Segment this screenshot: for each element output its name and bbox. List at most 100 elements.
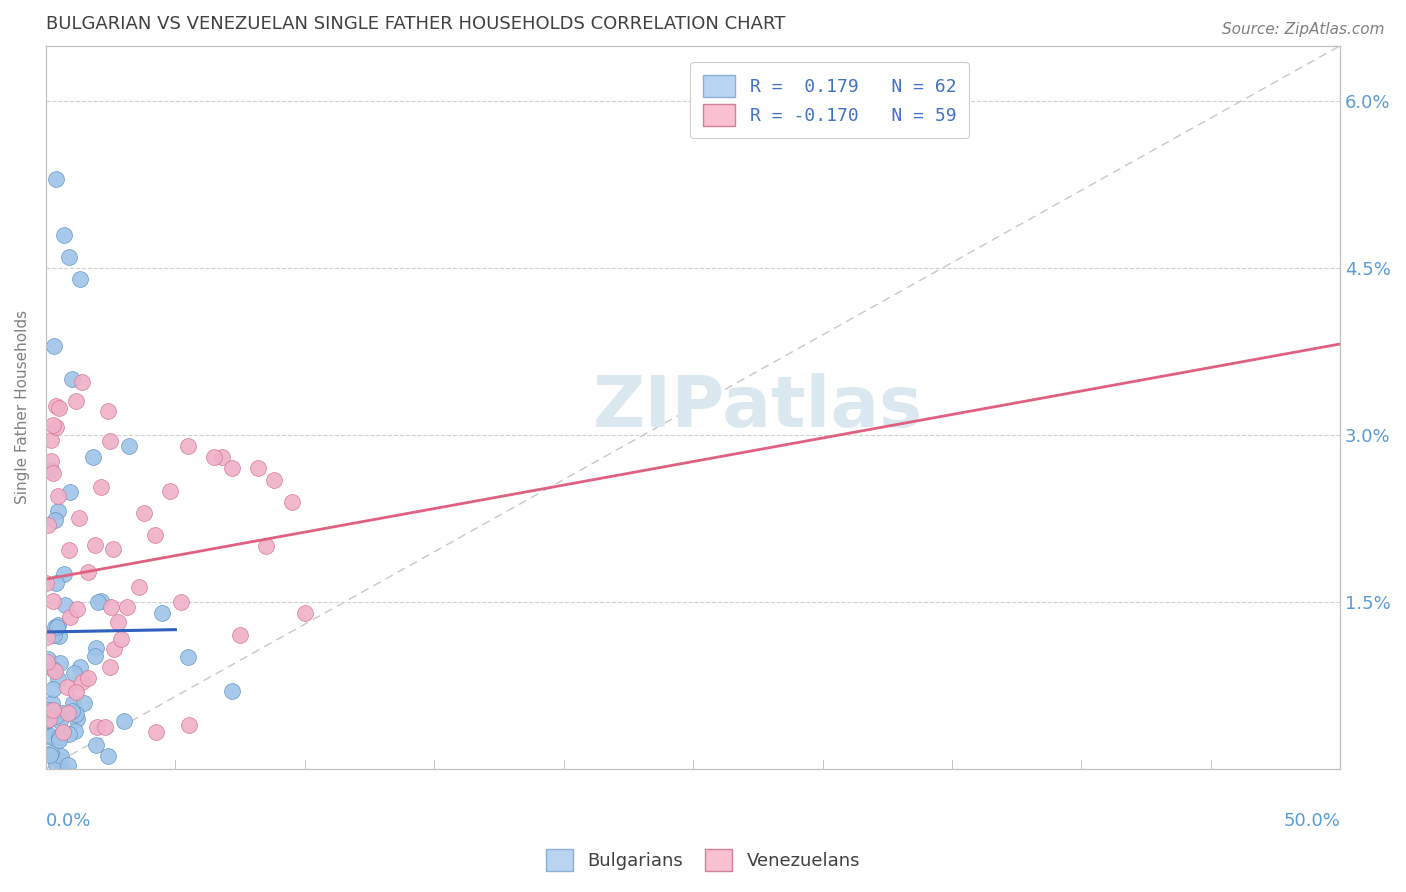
Point — [35, 705, 58, 719]
Point — [134, 506, 156, 520]
Point — [128, 580, 150, 594]
Point — [60, 704, 83, 718]
Point — [90, 480, 112, 494]
Point — [177, 439, 200, 453]
Point — [67, 511, 90, 525]
Point — [65, 685, 87, 699]
Point — [42, 593, 65, 607]
Point — [45, 756, 67, 771]
Point — [49, 714, 72, 728]
Point — [179, 717, 201, 731]
Point — [48, 629, 70, 643]
Point — [103, 642, 125, 657]
Point — [63, 724, 86, 739]
Point — [56, 681, 79, 695]
Point — [48, 618, 70, 632]
Point — [98, 660, 121, 674]
Point — [42, 703, 65, 717]
Point — [49, 753, 72, 767]
Point — [62, 696, 84, 710]
Point — [39, 746, 62, 760]
Point — [110, 632, 132, 646]
Point — [39, 747, 62, 762]
Point — [118, 439, 141, 453]
Point — [48, 401, 70, 416]
Point — [42, 417, 65, 432]
Point — [97, 404, 120, 418]
Y-axis label: Single Father Households: Single Father Households — [15, 310, 30, 504]
Point — [82, 450, 104, 465]
Point — [58, 542, 80, 557]
Point — [84, 649, 107, 664]
Point — [46, 620, 69, 634]
Point — [107, 615, 129, 630]
Point — [41, 696, 63, 710]
Point — [46, 672, 69, 686]
Point — [76, 565, 98, 579]
Point — [84, 641, 107, 656]
Point — [48, 503, 70, 517]
Point — [41, 454, 63, 468]
Point — [41, 729, 63, 743]
Point — [60, 372, 83, 386]
Point — [66, 602, 89, 616]
Point — [59, 610, 82, 624]
Point — [56, 758, 79, 772]
Point — [221, 684, 243, 698]
Point — [211, 450, 233, 465]
Point — [48, 489, 70, 503]
Point — [35, 576, 58, 591]
Point — [263, 473, 285, 487]
Point — [101, 541, 124, 556]
Point — [69, 272, 91, 286]
Point — [254, 539, 277, 553]
Point — [49, 656, 72, 670]
Point — [44, 664, 66, 678]
Point — [58, 484, 80, 499]
Point — [66, 712, 89, 726]
Point — [65, 706, 87, 721]
Point — [37, 655, 59, 669]
Point — [56, 706, 79, 720]
Point — [63, 666, 86, 681]
Point — [294, 606, 316, 620]
Point — [42, 466, 65, 480]
Point — [97, 749, 120, 764]
Point — [58, 727, 80, 741]
Point — [169, 595, 191, 609]
Point — [51, 748, 73, 763]
Point — [98, 434, 121, 448]
Point — [202, 450, 225, 465]
Point — [37, 630, 59, 644]
Point — [37, 713, 59, 727]
Point — [41, 662, 63, 676]
Point — [152, 606, 174, 620]
Point — [39, 433, 62, 447]
Point — [72, 696, 94, 710]
Point — [100, 599, 122, 614]
Point — [45, 576, 67, 591]
Text: Source: ZipAtlas.com: Source: ZipAtlas.com — [1222, 22, 1385, 37]
Point — [117, 599, 139, 614]
Point — [177, 650, 200, 665]
Text: BULGARIAN VS VENEZUELAN SINGLE FATHER HOUSEHOLDS CORRELATION CHART: BULGARIAN VS VENEZUELAN SINGLE FATHER HO… — [46, 15, 786, 33]
Point — [53, 227, 76, 242]
Point — [48, 733, 70, 747]
Point — [39, 463, 62, 477]
Point — [51, 762, 73, 776]
Point — [247, 461, 270, 475]
Point — [84, 738, 107, 752]
Point — [70, 675, 93, 690]
Point — [37, 729, 59, 743]
Text: 0.0%: 0.0% — [46, 812, 91, 830]
Point — [72, 375, 94, 389]
Point — [143, 528, 166, 542]
Point — [86, 720, 108, 734]
Point — [48, 730, 70, 744]
Point — [37, 518, 59, 533]
Point — [53, 598, 76, 612]
Point — [52, 567, 75, 582]
Point — [37, 652, 59, 666]
Point — [77, 671, 100, 685]
Point — [45, 399, 67, 413]
